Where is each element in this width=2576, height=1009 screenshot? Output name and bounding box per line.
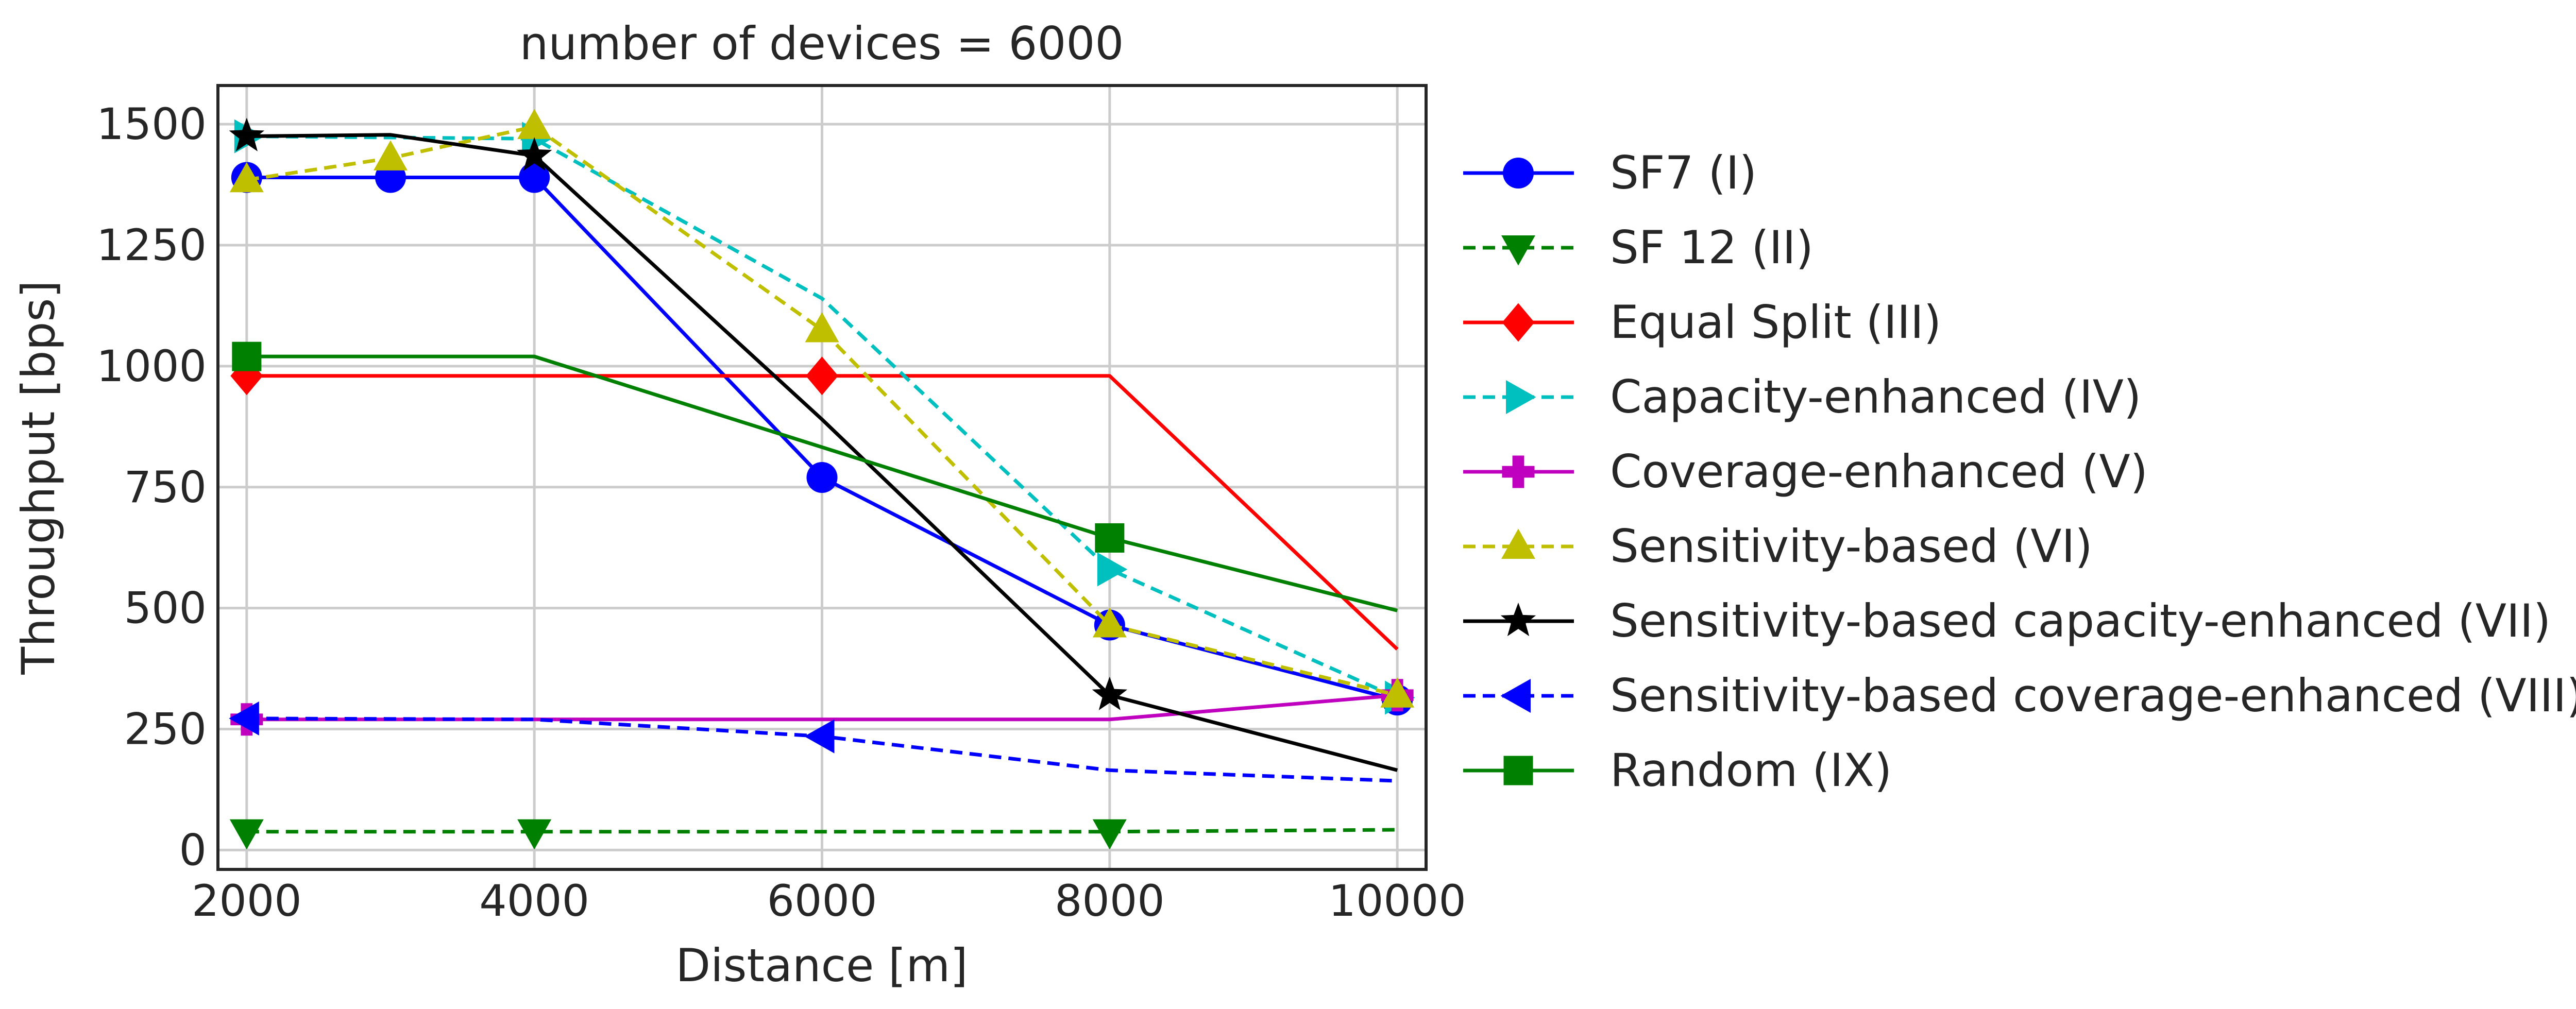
series-line xyxy=(246,134,1398,699)
y-tick-label: 750 xyxy=(124,462,207,512)
legend-label: Sensitivity-based coverage-enhanced (VII… xyxy=(1610,669,2576,722)
legend-entry-7: Sensitivity-based capacity-enhanced (VII… xyxy=(1463,594,2551,647)
series-7 xyxy=(229,117,1398,772)
series-line xyxy=(246,693,1398,722)
data-point xyxy=(806,356,838,396)
legend-marker xyxy=(1500,603,1536,637)
legend-label: Sensitivity-based capacity-enhanced (VII… xyxy=(1610,594,2551,647)
legend-entry-4: Capacity-enhanced (IV) xyxy=(1463,370,2141,423)
legend-label: SF7 (I) xyxy=(1610,146,1757,199)
y-tick-label: 1250 xyxy=(96,220,207,270)
data-point xyxy=(232,341,262,371)
series-3 xyxy=(230,356,1399,651)
legend-label: Random (IX) xyxy=(1610,744,1892,797)
series-9 xyxy=(232,341,1398,612)
x-tick-labels: 2000 4000 6000 8000 10000 xyxy=(192,876,1466,926)
series-line xyxy=(246,133,1398,772)
data-point xyxy=(1095,523,1125,553)
legend-marker xyxy=(1502,455,1535,488)
data-point xyxy=(1092,607,1127,638)
series-line xyxy=(246,354,1398,612)
data-point xyxy=(229,701,259,736)
legend-entry-9: Random (IX) xyxy=(1463,744,1892,797)
legend-entry-8: Sensitivity-based coverage-enhanced (VII… xyxy=(1463,669,2576,722)
x-tick-label: 6000 xyxy=(767,876,877,926)
data-point xyxy=(1097,552,1128,587)
data-point xyxy=(806,462,838,493)
data-point xyxy=(1380,677,1415,708)
data-point xyxy=(519,162,550,193)
series-2 xyxy=(229,819,1398,850)
y-tick-label: 1500 xyxy=(96,99,207,149)
x-axis-label: Distance [m] xyxy=(675,939,968,992)
data-point xyxy=(517,819,552,850)
legend-entry-3: Equal Split (III) xyxy=(1463,296,1941,349)
legend-label: Capacity-enhanced (IV) xyxy=(1610,370,2141,423)
legend-marker xyxy=(1506,380,1536,414)
series-6 xyxy=(229,109,1415,708)
data-point xyxy=(805,312,839,343)
data-point xyxy=(517,109,552,139)
data-point xyxy=(804,719,835,754)
legend-marker xyxy=(1503,756,1533,785)
series-line xyxy=(246,125,1398,697)
legend-label: Coverage-enhanced (V) xyxy=(1610,445,2148,498)
data-point xyxy=(229,819,264,850)
series-line xyxy=(246,828,1398,834)
series-layer xyxy=(229,109,1415,850)
y-tick-labels: 0 250 500 750 1000 1250 1500 xyxy=(96,99,207,875)
data-point xyxy=(1092,676,1128,710)
legend-marker xyxy=(1502,303,1535,342)
data-point xyxy=(229,117,265,151)
x-tick-label: 4000 xyxy=(479,876,589,926)
legend-label: Sensitivity-based (VI) xyxy=(1610,520,2093,573)
legend-marker xyxy=(1501,235,1535,266)
legend-marker xyxy=(1501,528,1535,559)
legend: SF7 (I) SF 12 (II) Equal Split (III) Capaci… xyxy=(1463,146,2576,797)
legend-marker xyxy=(1500,679,1531,713)
legend-entry-6: Sensitivity-based (VI) xyxy=(1463,520,2093,573)
plot-frame xyxy=(216,84,1428,871)
y-tick-label: 250 xyxy=(124,704,207,755)
data-point xyxy=(374,140,408,170)
x-tick-label: 2000 xyxy=(192,876,302,926)
legend-entry-1: SF7 (I) xyxy=(1463,146,1757,199)
legend-label: SF 12 (II) xyxy=(1610,221,1814,274)
y-tick-label: 500 xyxy=(124,583,207,634)
legend-entry-2: SF 12 (II) xyxy=(1463,221,1814,274)
legend-marker xyxy=(1503,158,1534,189)
data-point xyxy=(516,137,552,171)
legend-entry-5: Coverage-enhanced (V) xyxy=(1463,445,2148,498)
data-point xyxy=(229,162,264,193)
data-point xyxy=(1092,819,1127,850)
legend-label: Equal Split (III) xyxy=(1610,296,1941,349)
y-tick-label: 0 xyxy=(179,825,207,875)
chart-title: number of devices = 6000 xyxy=(520,17,1124,70)
series-8 xyxy=(229,701,1398,783)
x-tick-label: 10000 xyxy=(1329,876,1466,926)
series-4 xyxy=(234,119,1415,715)
x-tick-label: 8000 xyxy=(1055,876,1165,926)
y-tick-label: 1000 xyxy=(96,341,207,391)
y-axis-label: Throughput [bps] xyxy=(12,280,65,675)
